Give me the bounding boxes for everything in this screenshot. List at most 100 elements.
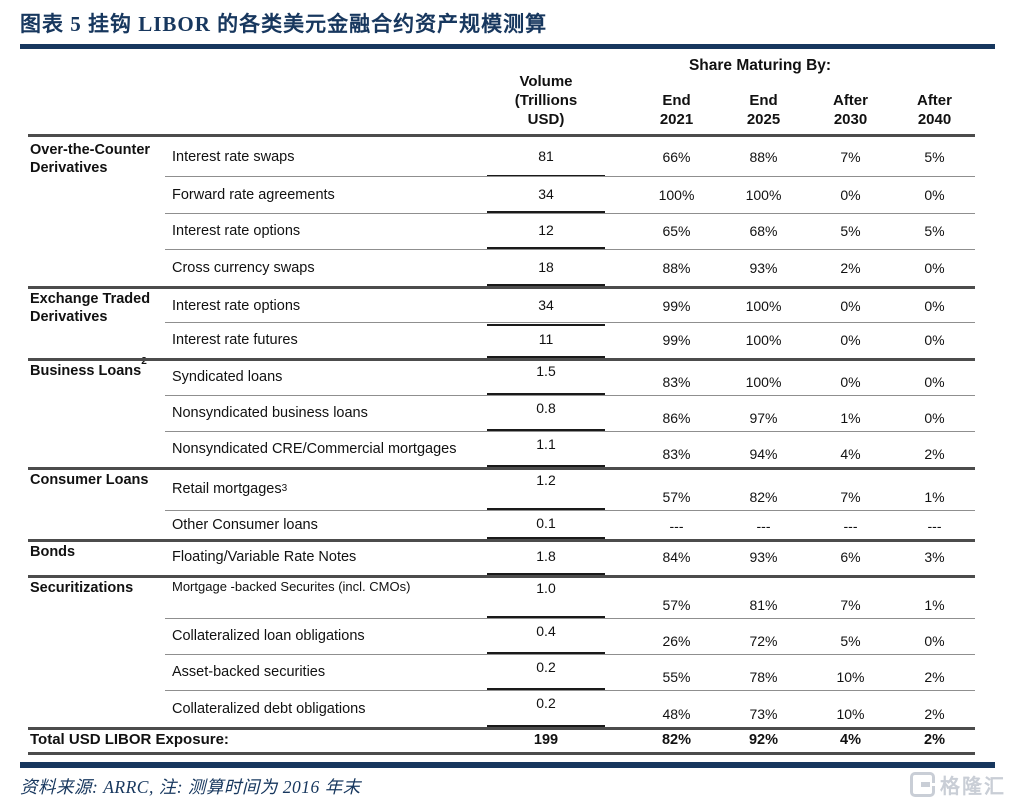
item-label: Mortgage -backed Securites (incl. CMOs): [172, 579, 411, 594]
category-label: Exchange Traded Derivatives: [30, 291, 151, 325]
share-2021-value: 99%: [662, 298, 691, 314]
share-2030-value: 7%: [840, 597, 861, 613]
share-2030-value: 0%: [840, 298, 861, 314]
table-row: Consumer Loans Retail mortgages 3 1.2 57%…: [28, 467, 975, 510]
header-category-spacer: [28, 50, 165, 134]
total-share-2040: 2%: [924, 731, 945, 748]
volume-value: 0.1: [487, 510, 605, 539]
share-2030-value: 10%: [836, 706, 865, 722]
category-label: [28, 654, 165, 690]
row-separator: [165, 176, 975, 177]
category-label: [28, 249, 165, 286]
share-2040-value: 1%: [924, 489, 945, 505]
share-2030-value: 2%: [840, 259, 861, 276]
share-2040-value: 0%: [924, 186, 945, 203]
category-label: Consumer Loans: [30, 472, 149, 488]
item-label: Nonsyndicated business loans: [172, 405, 368, 421]
volume-value: 0.4: [487, 618, 605, 654]
share-2021-value: 99%: [662, 332, 691, 348]
share-2040-value: 0%: [924, 374, 945, 390]
category-label: Securitizations: [30, 580, 134, 596]
share-2030-value: 0%: [840, 186, 861, 203]
volume-column-header: Volume (Trillions USD): [514, 73, 578, 128]
category-label: [28, 213, 165, 249]
item-label: Cross currency swaps: [172, 259, 315, 276]
category-label: [28, 431, 165, 467]
category-label: [28, 690, 165, 727]
item-label: Asset-backed securities: [172, 664, 326, 680]
row-separator: [165, 322, 975, 323]
volume-value: 1.0: [487, 575, 605, 618]
share-2025-value: 100%: [745, 298, 782, 314]
volume-value: 0.2: [487, 654, 605, 690]
volume-value: 18: [487, 249, 605, 286]
category-label: Business Loans 2: [30, 356, 147, 380]
volume-value: 1.1: [487, 431, 605, 467]
libor-exposure-table: Volume (Trillions USD) Share Maturing By…: [28, 50, 975, 755]
share-2040-value: 3%: [924, 549, 945, 565]
item-label: Retail mortgages 3: [172, 480, 288, 497]
share-2040-value: 5%: [924, 149, 945, 165]
share-2021-value: 83%: [662, 374, 691, 390]
header-gap: [605, 50, 633, 134]
share-2025-value: 78%: [749, 669, 778, 685]
total-share-2021: 82%: [661, 731, 692, 748]
volume-value: 1.2: [487, 467, 605, 510]
volume-value: 1.5: [487, 358, 605, 395]
volume-value: 0.2: [487, 690, 605, 727]
year-column-end-2025: End 2025: [746, 92, 781, 128]
share-2030-value: 0%: [840, 332, 861, 348]
row-separator: [165, 213, 975, 214]
year-column-end-2021: End 2021: [659, 92, 694, 128]
row-separator: [165, 618, 975, 619]
item-label: Interest rate futures: [172, 332, 298, 348]
row-separator: [165, 249, 975, 250]
footer-rule: [20, 762, 995, 768]
share-2030-value: 0%: [840, 374, 861, 390]
item-label: Floating/Variable Rate Notes: [172, 549, 357, 565]
item-label: Nonsyndicated CRE/Commercial mortgages: [172, 441, 457, 457]
source-note: 资料来源: ARRC, 注: 测算时间为 2016 年末: [20, 777, 361, 797]
table-row: Business Loans 2 Syndicated loans 1.5 83%…: [28, 356, 975, 395]
category-label: Bonds: [30, 544, 76, 560]
volume-value: 12: [487, 213, 605, 249]
share-2021-value: 84%: [662, 549, 691, 565]
share-2021-value: 55%: [662, 669, 691, 685]
total-row: Total USD LIBOR Exposure: 199 82% 92% 4%…: [28, 727, 975, 755]
item-label: Forward rate agreements: [172, 186, 335, 203]
share-2021-value: 48%: [662, 706, 691, 722]
item-label: Interest rate options: [172, 223, 301, 239]
share-2030-value: 6%: [840, 549, 861, 565]
share-2040-value: ---: [927, 518, 942, 534]
table-row: Forward rate agreements 34 100% 100% 0% …: [28, 176, 975, 213]
volume-value: 1.8: [487, 539, 605, 575]
share-2025-value: 82%: [749, 489, 778, 505]
volume-value: 34: [487, 176, 605, 213]
share-2030-value: 5%: [840, 633, 861, 649]
share-2025-value: 68%: [749, 223, 778, 239]
year-column-after-2030: After 2030: [832, 92, 868, 128]
share-2040-value: 0%: [924, 332, 945, 348]
volume-value: 81: [487, 137, 605, 177]
share-maturing-header: Share Maturing By:: [688, 57, 832, 74]
row-separator: [165, 510, 975, 511]
share-2021-value: 100%: [658, 186, 695, 203]
share-2025-value: 93%: [749, 549, 778, 565]
share-2021-value: 57%: [662, 597, 691, 613]
figure-title: 图表 5 挂钩 LIBOR 的各类美元金融合约资产规模测算: [20, 12, 548, 36]
category-label: [28, 395, 165, 431]
table-row: Exchange Traded Derivatives Interest rat…: [28, 286, 975, 326]
total-separator: [28, 727, 975, 730]
share-maturing-group: Share Maturing By: End 2021 End 2025 After…: [633, 50, 975, 134]
item-label: Other Consumer loans: [172, 516, 318, 533]
share-2021-value: 65%: [662, 223, 691, 239]
table-row: Interest rate futures 11 99% 100% 0% 0%: [28, 322, 975, 358]
share-2040-value: 5%: [924, 223, 945, 239]
table-row: Bonds Floating/Variable Rate Notes 1.8 8…: [28, 539, 975, 575]
share-2030-value: 7%: [840, 489, 861, 505]
share-2025-value: 100%: [745, 186, 782, 203]
share-2040-value: 2%: [924, 446, 945, 462]
share-2040-value: 0%: [924, 633, 945, 649]
title-rule: [20, 44, 995, 49]
